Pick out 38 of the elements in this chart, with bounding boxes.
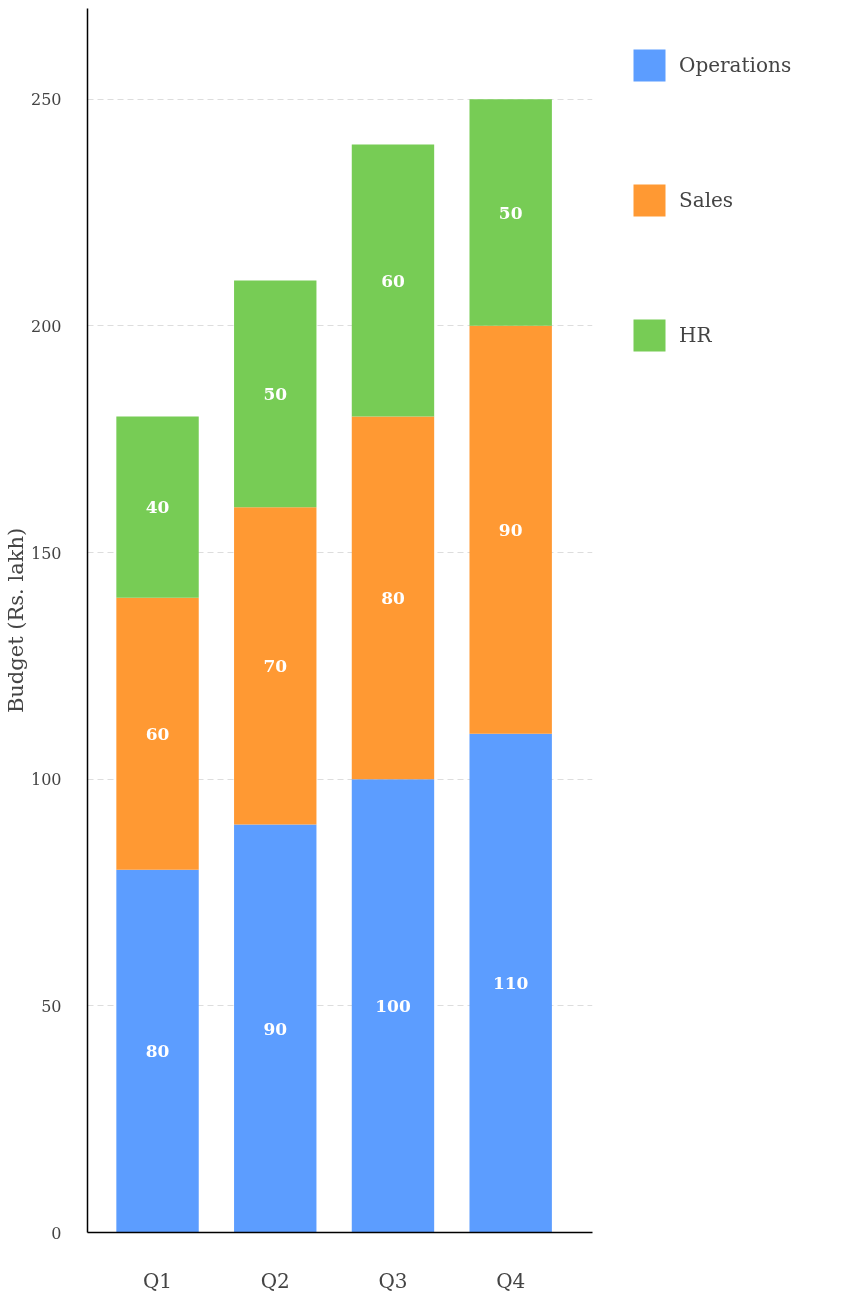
data-label: 70 [263,655,288,676]
legend-label: Operations [679,53,792,77]
data-label: 50 [263,383,288,404]
data-label: 110 [492,973,529,994]
bar [469,733,552,1233]
data-label: 80 [145,1041,170,1062]
data-label: 50 [498,202,523,223]
x-tick-label: Q2 [260,1268,290,1293]
bar [116,416,199,598]
y-axis-title: Budget (Rs. lakh) [3,527,28,714]
bar [469,325,552,734]
data-label: 60 [381,270,405,291]
legend-label: HR [679,323,712,347]
data-label: 100 [375,995,411,1016]
bar [469,99,552,326]
bar [351,144,435,417]
x-tick-label: Q4 [496,1268,526,1293]
x-tick-label: Q3 [378,1268,408,1293]
bar [116,869,199,1233]
y-tick-label: 150 [30,543,62,563]
data-label: 60 [145,723,170,744]
y-tick-label: 200 [30,316,62,336]
bar [351,779,435,1233]
data-label: 90 [498,519,523,540]
data-label: 40 [145,497,170,518]
bar [351,416,435,780]
bar [116,597,199,870]
legend-label: Sales [679,188,734,212]
data-label: 80 [381,587,405,608]
y-tick-label: 0 [51,1223,62,1243]
bar [234,280,317,508]
y-tick-label: 250 [30,90,62,110]
y-tick-label: 100 [30,770,62,790]
bar [234,824,317,1233]
x-tick-label: Q1 [142,1268,173,1293]
data-label: 90 [263,1018,288,1039]
y-tick-label: 50 [41,996,62,1016]
bar [234,507,317,825]
